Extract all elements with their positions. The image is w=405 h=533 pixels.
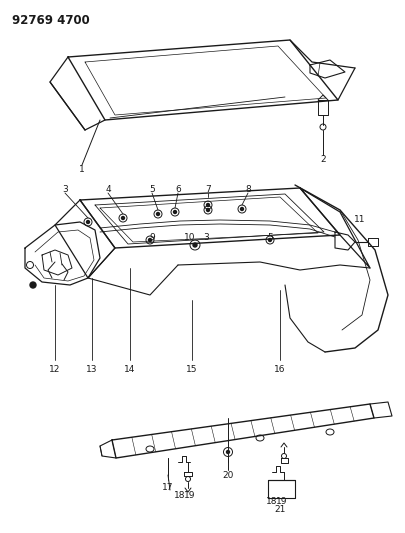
Text: 20: 20 <box>222 471 234 480</box>
Circle shape <box>207 208 209 212</box>
Text: 2: 2 <box>320 156 326 165</box>
Circle shape <box>149 238 151 241</box>
Text: 21: 21 <box>274 505 286 514</box>
Text: 13: 13 <box>86 366 98 375</box>
Text: 18: 18 <box>266 497 278 506</box>
Text: 4: 4 <box>105 185 111 195</box>
Text: 18: 18 <box>174 490 186 499</box>
Text: 10: 10 <box>184 233 196 243</box>
Text: 12: 12 <box>49 366 61 375</box>
Text: 5: 5 <box>149 185 155 195</box>
Text: 19: 19 <box>184 490 196 499</box>
Text: 3: 3 <box>62 185 68 195</box>
Text: 3: 3 <box>203 233 209 243</box>
Circle shape <box>87 221 90 223</box>
Circle shape <box>241 207 243 211</box>
Circle shape <box>193 243 197 247</box>
Text: 9: 9 <box>149 233 155 243</box>
Text: 11: 11 <box>354 215 366 224</box>
Circle shape <box>269 238 271 241</box>
Text: 19: 19 <box>276 497 288 506</box>
Text: 7: 7 <box>205 185 211 195</box>
Circle shape <box>226 450 230 454</box>
Circle shape <box>122 216 124 220</box>
Circle shape <box>207 204 209 206</box>
Circle shape <box>156 213 160 215</box>
Text: 5: 5 <box>267 233 273 243</box>
Text: 1: 1 <box>79 166 85 174</box>
Circle shape <box>30 282 36 288</box>
Text: 15: 15 <box>186 366 198 375</box>
Text: 6: 6 <box>175 185 181 195</box>
Text: 8: 8 <box>245 185 251 195</box>
Text: 16: 16 <box>274 366 286 375</box>
Circle shape <box>173 211 177 214</box>
Text: 14: 14 <box>124 366 136 375</box>
Text: 92769 4700: 92769 4700 <box>12 14 90 27</box>
Text: 17: 17 <box>162 482 174 491</box>
